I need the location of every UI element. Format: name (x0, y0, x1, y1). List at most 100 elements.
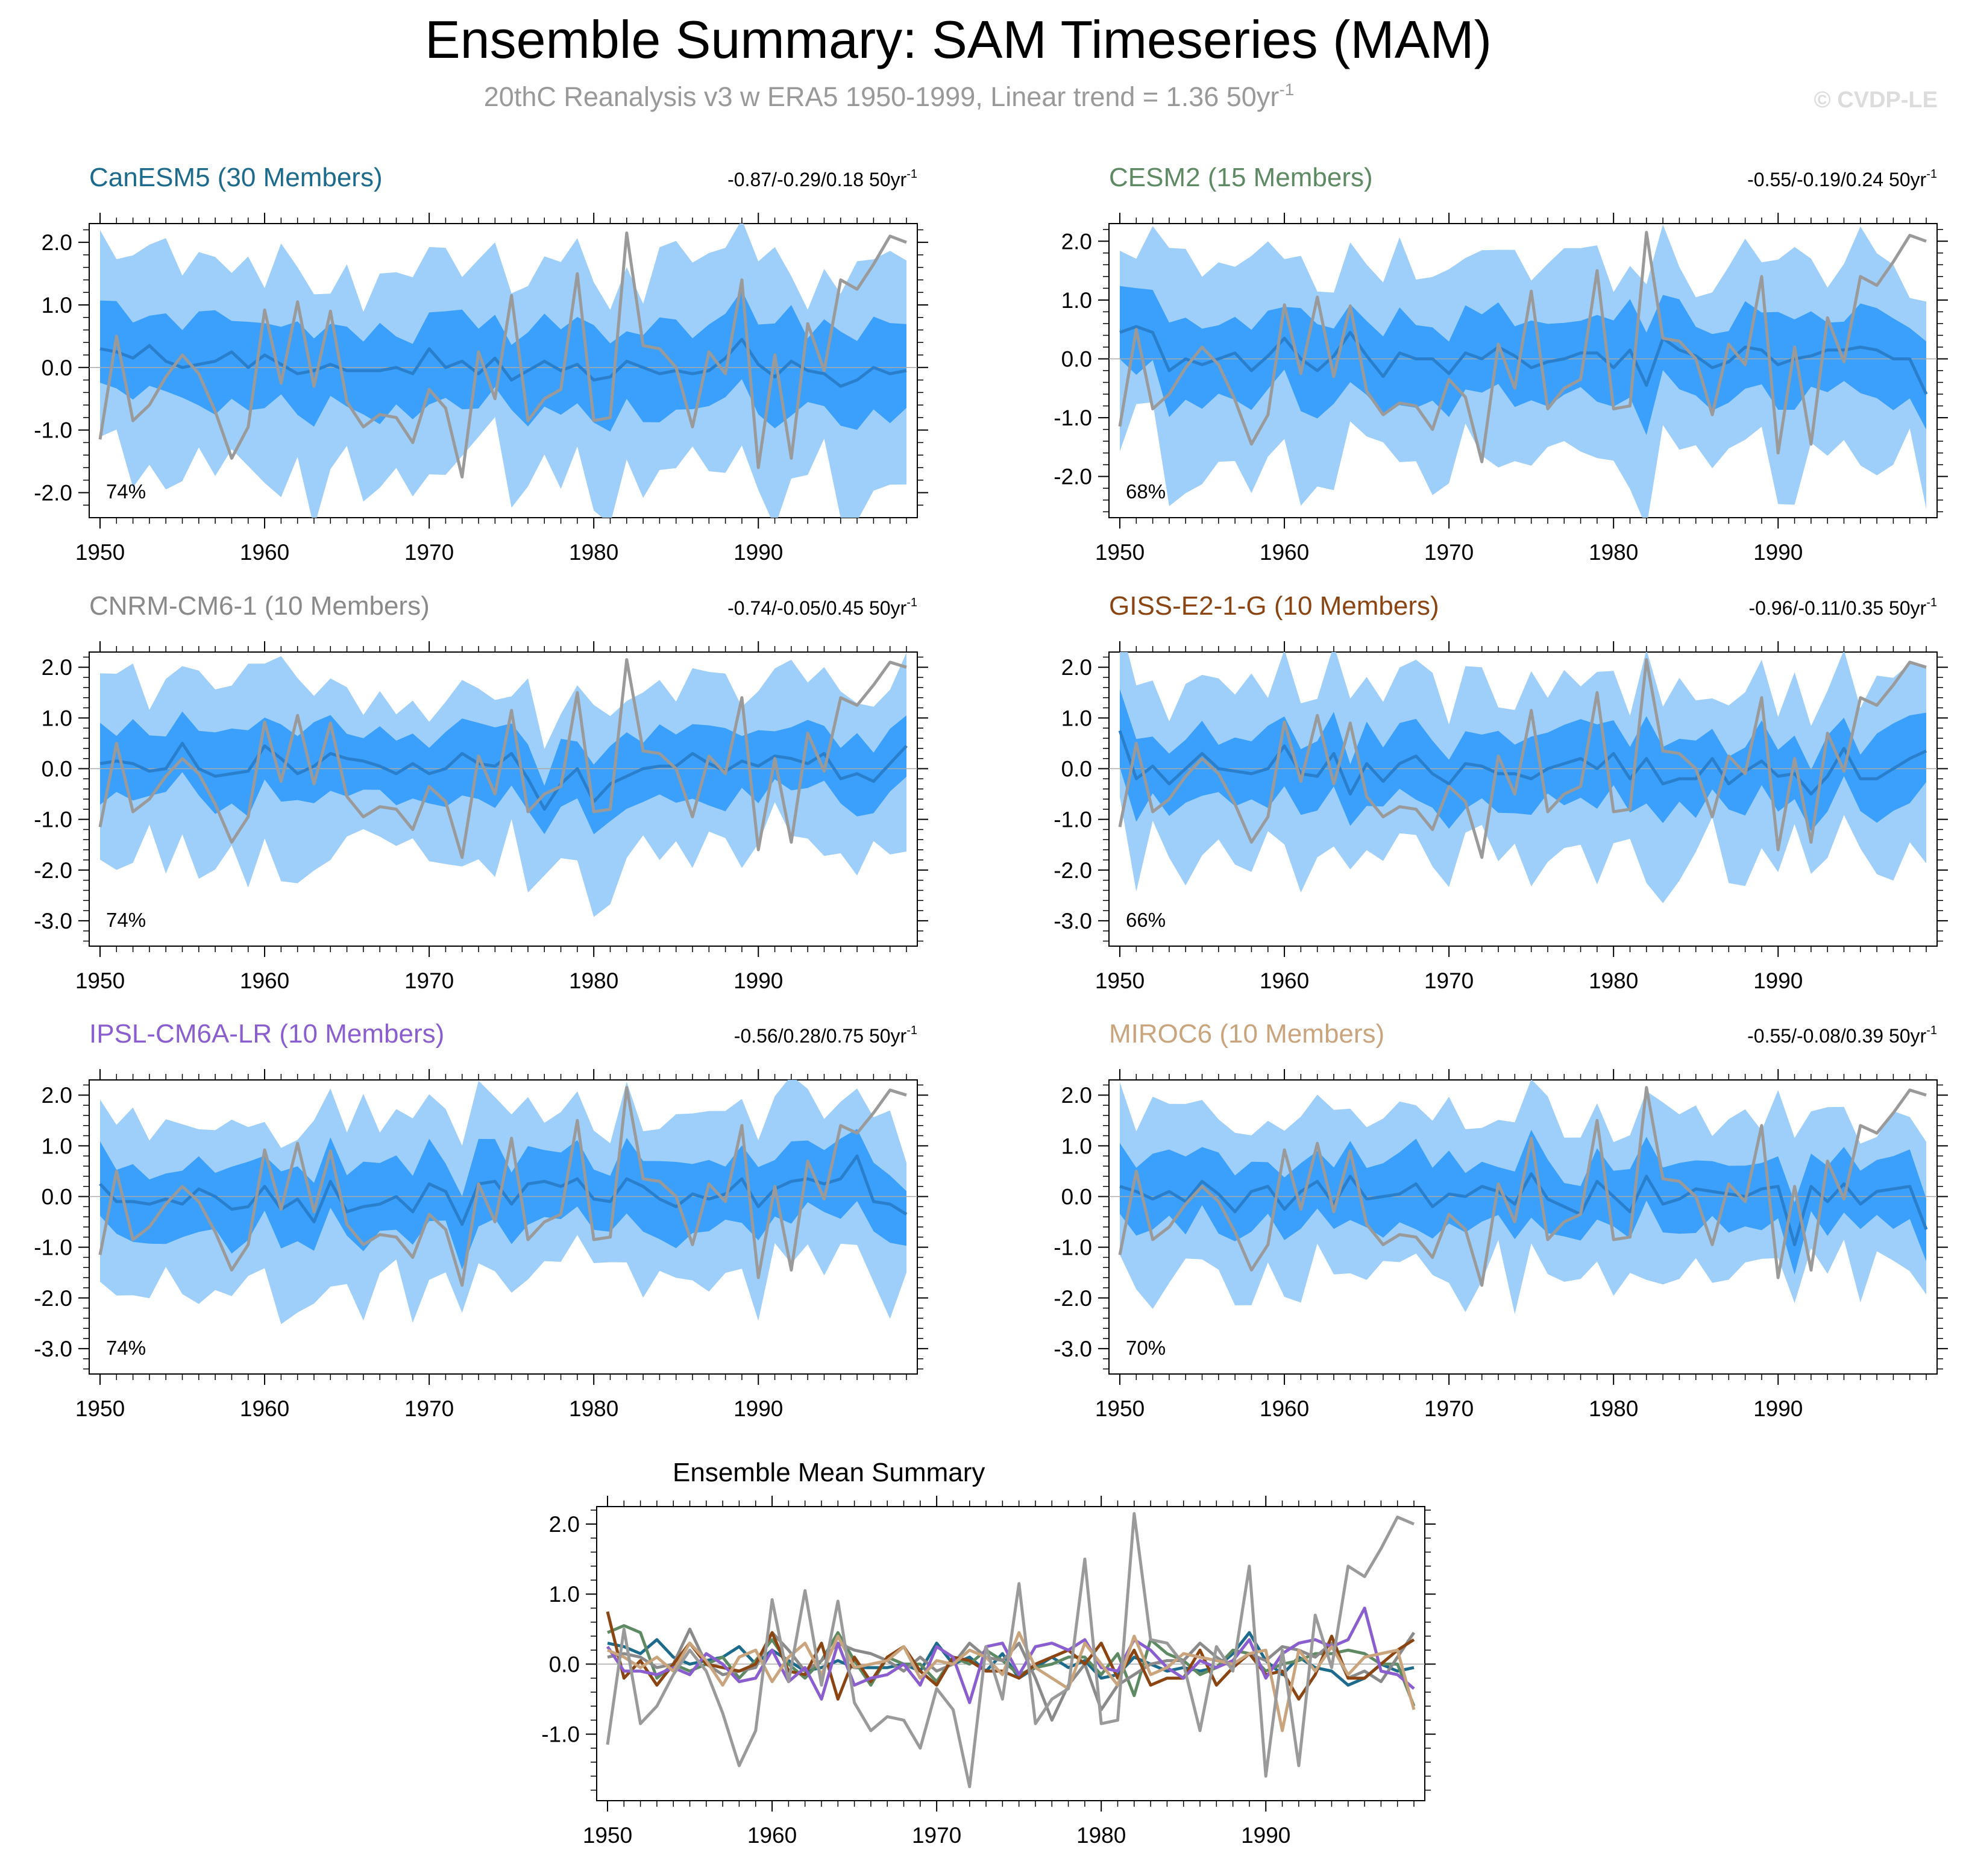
panel-7: -1.0 0.0 1.0 2.0 1950 1960 1970 1980 1990 Ensembl… (541, 1458, 1436, 1848)
watermark: © CVDP-LE (1814, 87, 1938, 113)
x-tick-label: 1980 (1589, 540, 1638, 565)
x-tick-label: 1970 (1424, 968, 1474, 993)
x-tick-label: 1960 (240, 540, 289, 565)
y-tick-label: -1.0 (1054, 808, 1092, 832)
y-tick-label: -2.0 (34, 480, 72, 505)
percent-label: 66% (1126, 909, 1166, 931)
y-tick-label: 2.0 (549, 1512, 580, 1537)
percent-label: 74% (106, 1337, 146, 1359)
y-tick-label: 2.0 (1061, 1083, 1092, 1108)
x-tick-label: 1950 (583, 1823, 632, 1848)
y-tick-label: 2.0 (42, 1083, 72, 1108)
trend-label: -0.87/-0.29/0.18 50yr-1 (727, 168, 917, 190)
y-tick-label: 2.0 (1061, 229, 1092, 254)
trend-label-value: -0.55/-0.19/0.24 50yr (1747, 169, 1926, 190)
y-tick-label: 1.0 (1061, 288, 1092, 313)
y-tick-label: 2.0 (1061, 655, 1092, 680)
y-tick-label: 2.0 (42, 230, 72, 255)
y-tick-label: -3.0 (1054, 909, 1092, 933)
plot-area (1109, 1080, 1937, 1314)
panel-1: -2.0 -1.0 0.0 1.0 2.0 1950 1960 1970 1980 1990 Can… (34, 163, 928, 565)
y-tick-label: 1.0 (42, 293, 72, 318)
percent-label: 74% (106, 480, 146, 503)
y-tick-label: -2.0 (1054, 858, 1092, 883)
x-tick-label: 1960 (240, 968, 289, 993)
y-tick-label: -1.0 (1054, 1235, 1092, 1260)
trend-label-value: -0.96/-0.11/0.35 50yr (1749, 597, 1927, 619)
panel-title: IPSL-CM6A-LR (10 Members) (89, 1019, 444, 1049)
y-tick-label: 0.0 (42, 757, 72, 782)
trend-label-value: -0.74/-0.05/0.45 50yr (727, 597, 906, 619)
observed-line (1118, 1086, 1927, 1287)
y-tick-label: 1.0 (42, 706, 72, 730)
observed-line (98, 658, 907, 859)
plot-area (1109, 224, 1937, 518)
trend-label-value: -0.56/0.28/0.75 50yr (734, 1025, 907, 1047)
x-tick-label: 1990 (1753, 968, 1803, 993)
x-tick-label: 1970 (1424, 540, 1474, 565)
panel-title: CESM2 (15 Members) (1109, 163, 1373, 192)
y-tick-label: -1.0 (541, 1722, 580, 1747)
panel-6: -3.0 -2.0 -1.0 0.0 1.0 2.0 1950 1960 1970 1980 199… (1054, 1019, 1948, 1421)
plot-area (89, 224, 917, 518)
panel-title: MIROC6 (10 Members) (1109, 1019, 1384, 1049)
x-tick-label: 1950 (1095, 968, 1145, 993)
x-tick-label: 1980 (1589, 1396, 1638, 1421)
y-tick-label: 0.0 (1061, 1185, 1092, 1209)
panel-2: -2.0 -1.0 0.0 1.0 2.0 1950 1960 1970 1980 1990 CES… (1054, 163, 1948, 565)
trend-label-exponent: -1 (906, 596, 917, 609)
panel-4: -3.0 -2.0 -1.0 0.0 1.0 2.0 1950 1960 1970 1980 199… (1054, 591, 1948, 993)
x-tick-label: 1950 (75, 968, 125, 993)
x-tick-label: 1980 (569, 1396, 618, 1421)
x-tick-label: 1990 (1753, 1396, 1803, 1421)
x-tick-label: 1950 (75, 1396, 125, 1421)
panel-title: CNRM-CM6-1 (10 Members) (89, 591, 430, 621)
y-tick-label: 0.0 (549, 1652, 580, 1677)
trend-label: -0.55/-0.08/0.39 50yr-1 (1747, 1024, 1937, 1047)
plot-area (597, 1512, 1425, 1789)
plot-area (89, 653, 917, 917)
observed-line (1118, 658, 1927, 859)
y-tick-label: 1.0 (1061, 1134, 1092, 1158)
model-mean-line (606, 1607, 1415, 1704)
x-tick-label: 1990 (733, 968, 783, 993)
y-tick-label: -1.0 (34, 418, 72, 443)
y-tick-label: 0.0 (1061, 347, 1092, 371)
panel-3: -3.0 -2.0 -1.0 0.0 1.0 2.0 1950 1960 1970 1980 199… (34, 591, 928, 993)
percent-label: 68% (1126, 480, 1166, 503)
trend-label: -0.96/-0.11/0.35 50yr-1 (1749, 596, 1938, 619)
panels: -2.0 -1.0 0.0 1.0 2.0 1950 1960 1970 1980 1990 Can… (34, 163, 1948, 1848)
trend-label-value: -0.55/-0.08/0.39 50yr (1747, 1025, 1926, 1047)
x-tick-label: 1970 (404, 968, 454, 993)
y-tick-label: -1.0 (34, 1235, 72, 1260)
x-tick-label: 1990 (1241, 1823, 1290, 1848)
observed-line (606, 1512, 1415, 1789)
x-tick-label: 1960 (1260, 1396, 1309, 1421)
percent-label: 70% (1126, 1337, 1166, 1359)
x-tick-label: 1960 (240, 1396, 289, 1421)
y-tick-label: -3.0 (34, 1337, 72, 1361)
percent-label: 74% (106, 909, 146, 931)
model-mean-line (607, 1631, 1416, 1733)
y-tick-label: 0.0 (1061, 757, 1092, 782)
trend-label-exponent: -1 (906, 1024, 917, 1037)
observed-line (98, 1086, 907, 1287)
x-tick-label: 1970 (912, 1823, 961, 1848)
y-tick-label: -2.0 (1054, 465, 1092, 489)
figure-subtitle: 20thC Reanalysis v3 w ERA5 1950-1999, Li… (484, 80, 1294, 112)
trend-label: -0.74/-0.05/0.45 50yr-1 (727, 596, 917, 619)
trend-label-exponent: -1 (1926, 168, 1937, 181)
trend-label-exponent: -1 (906, 168, 917, 181)
x-tick-label: 1980 (1076, 1823, 1126, 1848)
plot-area (89, 1080, 917, 1325)
observed-line (98, 231, 907, 478)
panel-title: Ensemble Mean Summary (673, 1458, 985, 1487)
x-tick-label: 1970 (404, 1396, 454, 1421)
panel-title: GISS-E2-1-G (10 Members) (1109, 591, 1439, 621)
panel-title: CanESM5 (30 Members) (89, 163, 383, 192)
panel-5: -3.0 -2.0 -1.0 0.0 1.0 2.0 1950 1960 1970 1980 199… (34, 1019, 928, 1421)
trend-label-exponent: -1 (1926, 1024, 1937, 1037)
x-tick-label: 1990 (1753, 540, 1803, 565)
y-tick-label: 2.0 (42, 655, 72, 680)
